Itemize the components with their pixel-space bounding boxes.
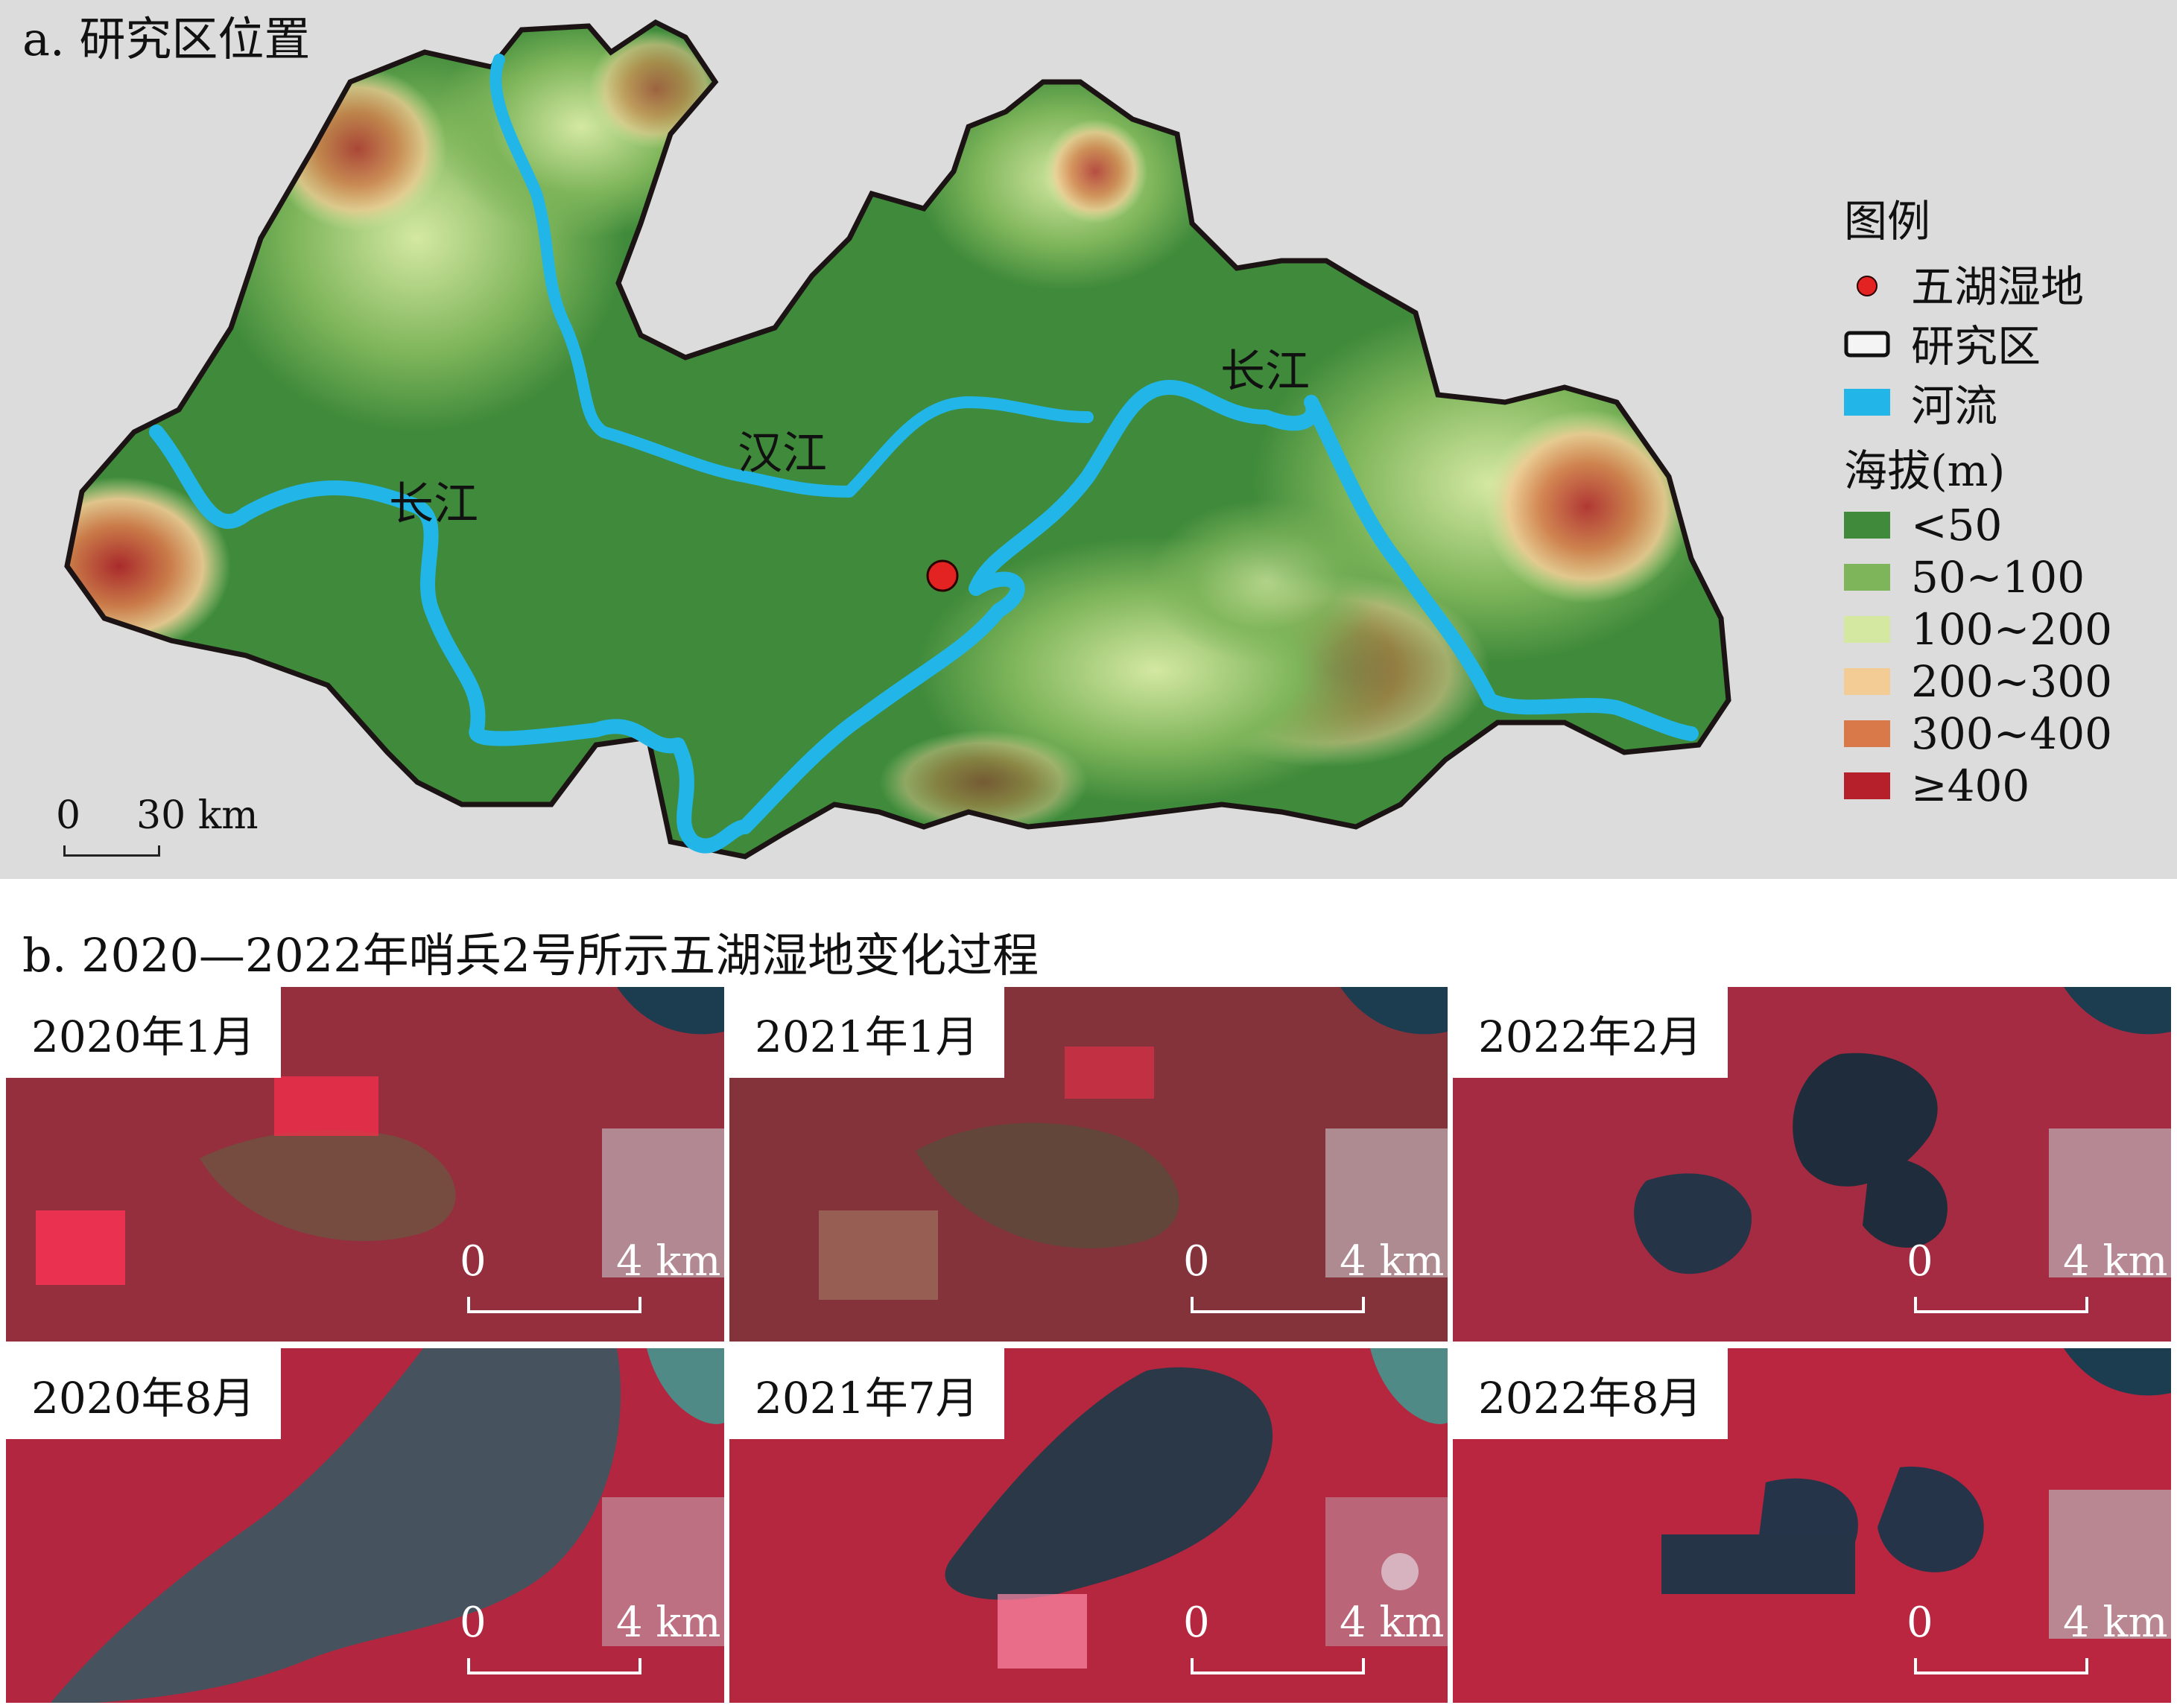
satellite-image [729,1348,1448,1703]
tile-scale-bar: 0 4 km [1183,1237,1444,1319]
river-swatch-icon [1844,389,1890,416]
legend-item-study-area: 研究区 [1844,317,2041,372]
tile-date-label: 2022年2月 [1453,987,1728,1078]
panel-a-title: a. 研究区位置 [22,12,311,66]
satellite-tile: 2022年8月 0 4 km [1453,1348,2171,1703]
river-label-changjiang-right: 长江 [1220,346,1310,398]
legend-class-4: 200~300 [1844,656,2112,707]
wuhu-wetland-marker [926,559,959,592]
study-area-map-panel: a. 研究区位置 长江 汉江 长江 0 30 km 图例 五湖湿地 研究区 河流… [0,0,2177,879]
legend-class-6: ≥400 [1844,761,2029,811]
tile-scale-bar: 0 4 km [460,1237,720,1319]
red-dot-icon [1844,258,1890,308]
tile-scale-bar: 0 4 km [1907,1599,2167,1680]
tile-scale-bar: 0 4 km [460,1599,720,1680]
legend-class-1: <50 [1844,500,2002,550]
satellite-tile: 2021年1月 0 4 km [729,987,1448,1342]
legend-item-river: 河流 [1844,380,1997,431]
terrain-relief [67,22,1728,834]
satellite-tile: 2022年2月 0 4 km [1453,987,2171,1342]
hanjiang-river [489,54,1094,498]
panel-b-title: b. 2020—2022年哨兵2号所示五湖湿地变化过程 [22,928,1039,982]
changjiang-river [149,380,1699,854]
legend-class-5: 300~400 [1844,708,2112,759]
scale-bar-line [63,845,160,857]
legend-class-3: 100~200 [1844,604,2112,655]
legend-title: 图例 [1844,196,1931,247]
tile-scale-bar: 0 4 km [1907,1237,2167,1319]
tile-date-label: 2020年8月 [6,1348,281,1439]
satellite-image [729,987,1448,1342]
rivers [149,54,1699,854]
river-label-changjiang-left: 长江 [389,478,478,530]
scale-distance: 30 km [136,793,259,838]
river-label-hanjiang: 汉江 [738,428,827,480]
satellite-tile: 2021年7月 0 4 km [729,1348,1448,1703]
tile-date-label: 2021年1月 [729,987,1004,1078]
elevation-map [0,0,2177,879]
tile-scale-bar: 0 4 km [1183,1599,1444,1680]
legend-item-wetland: 五湖湿地 [1844,258,2084,312]
tile-date-label: 2022年8月 [1453,1348,1728,1439]
scale-zero: 0 [56,793,81,838]
tile-date-label: 2021年7月 [729,1348,1004,1439]
legend-class-2: 50~100 [1844,552,2085,603]
satellite-image [6,1348,724,1703]
tile-date-label: 2020年1月 [6,987,281,1078]
elevation-title: 海拔(m) [1844,445,2006,496]
satellite-tile: 2020年1月 0 4 km [6,987,724,1342]
outline-rect-icon [1844,317,1890,368]
satellite-tile: 2020年8月 0 4 km [6,1348,724,1703]
